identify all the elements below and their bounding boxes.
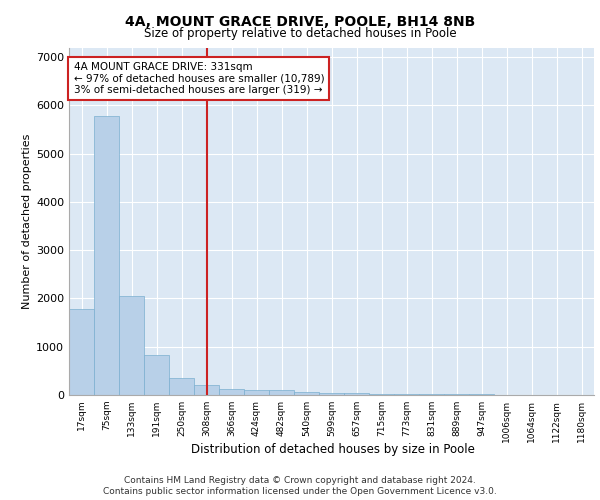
Bar: [419, 394, 444, 395]
Text: 4A, MOUNT GRACE DRIVE, POOLE, BH14 8NB: 4A, MOUNT GRACE DRIVE, POOLE, BH14 8NB: [125, 15, 475, 29]
Bar: [319, 392, 344, 395]
Bar: [344, 393, 369, 395]
Text: Contains HM Land Registry data © Crown copyright and database right 2024.: Contains HM Land Registry data © Crown c…: [124, 476, 476, 485]
Y-axis label: Number of detached properties: Number of detached properties: [22, 134, 32, 309]
Bar: [94, 116, 119, 395]
Text: 4A MOUNT GRACE DRIVE: 331sqm
← 97% of detached houses are smaller (10,789)
3% of: 4A MOUNT GRACE DRIVE: 331sqm ← 97% of de…: [74, 62, 324, 95]
Bar: [369, 394, 394, 395]
Bar: [444, 394, 469, 395]
Bar: [394, 394, 419, 395]
Text: Size of property relative to detached houses in Poole: Size of property relative to detached ho…: [143, 28, 457, 40]
Bar: [69, 309, 94, 395]
Bar: [469, 394, 494, 395]
Bar: [194, 386, 219, 395]
Text: Distribution of detached houses by size in Poole: Distribution of detached houses by size …: [191, 442, 475, 456]
Bar: [169, 378, 194, 395]
Bar: [244, 390, 269, 395]
Bar: [144, 356, 169, 395]
Bar: [294, 392, 319, 395]
Bar: [269, 390, 294, 395]
Bar: [219, 388, 244, 395]
Bar: [119, 296, 144, 395]
Text: Contains public sector information licensed under the Open Government Licence v3: Contains public sector information licen…: [103, 487, 497, 496]
